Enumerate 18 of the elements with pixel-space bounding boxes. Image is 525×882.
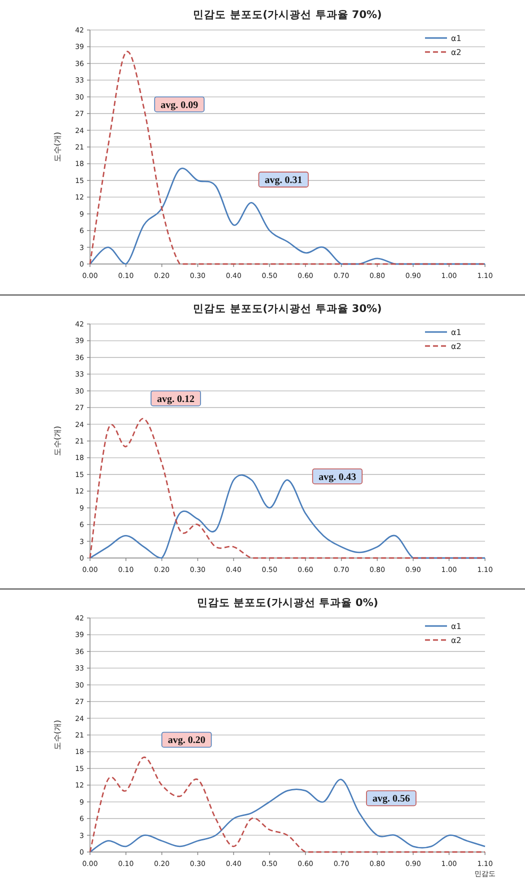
legend-label: α2 — [451, 636, 462, 645]
legend-label: α2 — [451, 342, 462, 351]
annotation: avg. 0.20 — [168, 735, 206, 746]
chart-title: 민감도 분포도(가시광선 투과율 30%) — [193, 303, 382, 315]
y-axis-title: 도수(개) — [53, 132, 62, 162]
chart-title: 민감도 분포도(가시광선 투과율 0%) — [196, 597, 378, 609]
legend-label: α2 — [451, 48, 462, 57]
annotation: avg. 0.31 — [264, 175, 302, 186]
y-axis-title: 도수(개) — [53, 426, 62, 456]
annotation: avg. 0.09 — [160, 100, 198, 111]
annotation: avg. 0.56 — [372, 794, 410, 805]
legend-label: α1 — [451, 328, 462, 337]
y-axis-title: 도수(개) — [53, 720, 62, 750]
legend-label: α1 — [451, 622, 462, 631]
chart-title: 민감도 분포도(가시광선 투과율 70%) — [193, 9, 382, 21]
annotation: avg. 0.43 — [318, 472, 356, 483]
annotation: avg. 0.12 — [157, 394, 195, 405]
legend-label: α1 — [451, 34, 462, 43]
